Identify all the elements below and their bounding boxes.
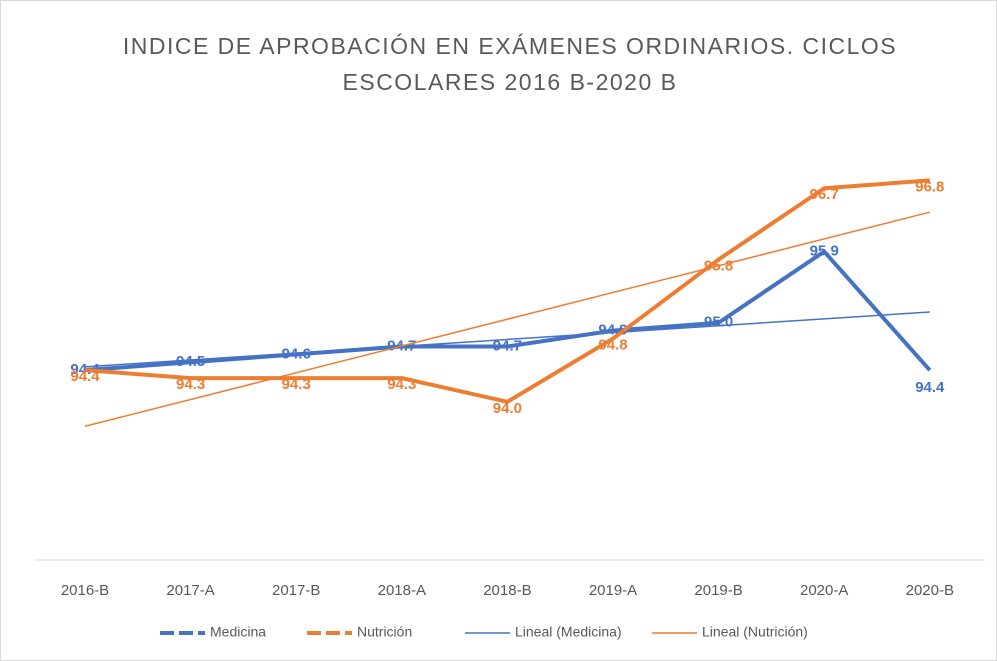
data-label: 94.4	[70, 368, 100, 385]
legend-label: Lineal (Medicina)	[515, 624, 622, 640]
data-label: 94.3	[282, 376, 311, 393]
legend-label: Nutrición	[357, 624, 412, 640]
series-line	[84, 249, 932, 373]
x-tick-label: 2018-A	[378, 582, 426, 599]
data-label: 94.6	[282, 345, 311, 362]
series-line	[84, 178, 930, 404]
x-tick-label: 2017-B	[272, 582, 320, 599]
data-label: 94.4	[915, 379, 945, 396]
x-tick-label: 2019-A	[589, 582, 637, 599]
x-tick-label: 2018-B	[483, 582, 531, 599]
x-tick-label: 2020-A	[800, 582, 848, 599]
data-label: 96.7	[810, 186, 839, 203]
data-label: 96.8	[915, 178, 944, 195]
data-label: 94.8	[598, 337, 627, 354]
x-tick-label: 2019-B	[694, 582, 742, 599]
data-label: 95.0	[704, 314, 733, 331]
legend-label: Lineal (Nutrición)	[702, 624, 808, 640]
x-tick-label: 2016-B	[61, 582, 109, 599]
x-tick-label: 2017-A	[166, 582, 214, 599]
data-label: 95.9	[810, 243, 839, 260]
data-label: 94.0	[493, 400, 522, 417]
data-label: 94.7	[493, 337, 522, 354]
trendline	[84, 211, 930, 427]
data-label: 94.5	[176, 353, 205, 370]
data-label: 94.3	[176, 376, 205, 393]
x-tick-label: 2020-B	[906, 582, 954, 599]
data-label: 94.3	[387, 376, 416, 393]
data-label: 95.8	[704, 257, 733, 274]
legend-label: Medicina	[210, 624, 266, 640]
chart-title: INDICE DE APROBACIÓN EN EXÁMENES ORDINAR…	[123, 33, 897, 95]
